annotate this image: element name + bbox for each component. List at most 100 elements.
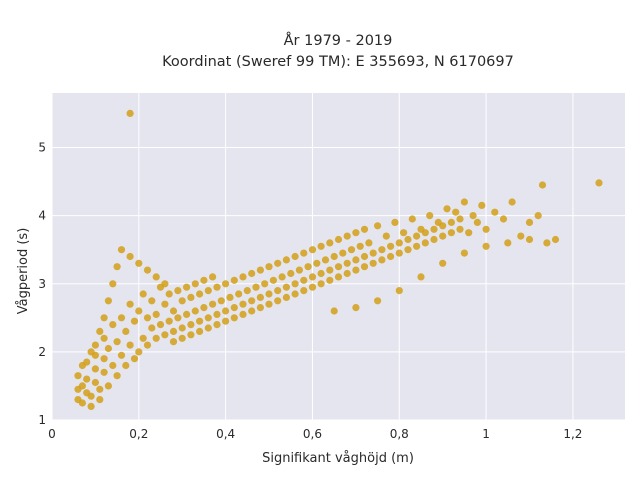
y-tick-label: 5 — [38, 141, 46, 155]
data-point — [447, 218, 455, 226]
data-point — [352, 256, 360, 264]
data-point — [387, 242, 395, 250]
data-point — [356, 242, 364, 250]
data-point — [91, 341, 99, 349]
data-point — [152, 334, 160, 342]
data-point — [126, 300, 134, 308]
data-point — [360, 252, 369, 261]
y-tick-label: 2 — [38, 345, 46, 359]
data-point — [174, 287, 182, 295]
data-point — [439, 232, 447, 240]
data-point — [130, 355, 139, 363]
data-point — [499, 215, 508, 223]
data-point — [104, 344, 112, 353]
data-point — [165, 290, 173, 298]
data-point — [413, 232, 421, 240]
data-point — [239, 300, 247, 308]
data-point — [117, 314, 126, 322]
data-point — [178, 324, 186, 332]
data-point — [178, 297, 186, 305]
data-point — [113, 338, 121, 346]
data-point — [100, 355, 108, 363]
x-tick-label: 0,6 — [303, 427, 322, 441]
data-point — [387, 252, 395, 261]
data-point — [274, 259, 282, 267]
data-point — [382, 232, 390, 240]
data-point — [243, 287, 251, 295]
y-axis-ticks: 1 2 3 4 5 — [38, 141, 46, 428]
data-point — [347, 246, 356, 254]
data-point — [595, 179, 603, 187]
data-point — [235, 290, 243, 298]
data-point — [117, 246, 126, 254]
data-point — [469, 212, 477, 220]
data-point — [204, 314, 212, 322]
x-axis-label: Signifikant våghöjd (m) — [262, 451, 414, 466]
data-point — [291, 280, 299, 288]
data-point — [365, 239, 373, 247]
data-point — [209, 300, 217, 308]
data-point — [187, 293, 195, 301]
data-point — [261, 280, 269, 288]
data-point — [213, 283, 221, 291]
data-point — [473, 218, 481, 226]
data-point — [525, 235, 534, 244]
data-point — [300, 249, 308, 257]
data-point — [308, 273, 317, 281]
y-tick-label: 3 — [38, 277, 46, 291]
data-point — [100, 368, 108, 376]
data-point — [161, 280, 169, 288]
data-point — [326, 276, 334, 284]
data-point — [456, 215, 464, 223]
data-point — [191, 307, 199, 315]
data-point — [148, 324, 156, 332]
data-points — [74, 109, 603, 410]
data-point — [222, 280, 230, 288]
data-point — [183, 310, 191, 318]
data-point — [148, 297, 156, 305]
data-point — [421, 229, 429, 237]
data-point — [248, 307, 256, 315]
data-point — [109, 321, 117, 329]
data-point — [330, 307, 338, 315]
data-point — [87, 392, 95, 400]
data-point — [404, 246, 412, 254]
data-point — [317, 280, 325, 288]
data-point — [517, 232, 525, 240]
data-point — [430, 235, 438, 244]
data-point — [443, 205, 451, 213]
data-point — [152, 273, 160, 281]
data-point — [426, 212, 434, 220]
x-tick-label: 1,2 — [563, 427, 582, 441]
data-point — [130, 317, 139, 325]
data-point — [113, 263, 121, 271]
data-point — [196, 290, 204, 298]
data-point — [269, 276, 277, 284]
data-point — [334, 273, 343, 281]
data-point — [161, 300, 169, 308]
data-point — [143, 266, 152, 274]
data-point — [252, 283, 260, 291]
y-tick-label: 1 — [38, 413, 46, 427]
data-point — [230, 276, 238, 284]
data-point — [126, 109, 134, 117]
data-point — [83, 375, 91, 383]
data-point — [196, 317, 204, 325]
data-point — [143, 314, 152, 322]
data-point — [282, 293, 290, 301]
data-point — [161, 331, 169, 339]
data-point — [391, 218, 399, 226]
data-point — [191, 280, 199, 288]
data-point — [113, 372, 121, 380]
data-point — [525, 218, 534, 226]
x-tick-label: 0 — [48, 427, 56, 441]
data-point — [343, 269, 351, 278]
data-point — [300, 287, 308, 295]
data-point — [465, 229, 473, 237]
data-point — [265, 263, 273, 271]
data-point — [256, 266, 264, 274]
data-point — [169, 338, 178, 346]
data-point — [135, 307, 143, 315]
data-point — [326, 239, 334, 247]
data-point — [551, 235, 560, 244]
